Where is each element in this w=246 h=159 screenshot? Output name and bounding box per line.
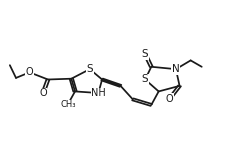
- Text: NH: NH: [91, 88, 106, 98]
- Text: S: S: [87, 64, 93, 74]
- Text: S: S: [142, 49, 148, 59]
- Text: N: N: [172, 64, 180, 74]
- Text: O: O: [26, 67, 33, 77]
- Text: O: O: [166, 94, 173, 104]
- Text: O: O: [39, 88, 47, 98]
- Text: S: S: [142, 75, 148, 84]
- Text: CH₃: CH₃: [61, 100, 76, 109]
